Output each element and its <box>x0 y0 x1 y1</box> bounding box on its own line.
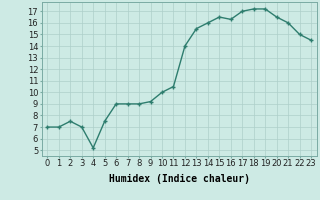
X-axis label: Humidex (Indice chaleur): Humidex (Indice chaleur) <box>109 174 250 184</box>
